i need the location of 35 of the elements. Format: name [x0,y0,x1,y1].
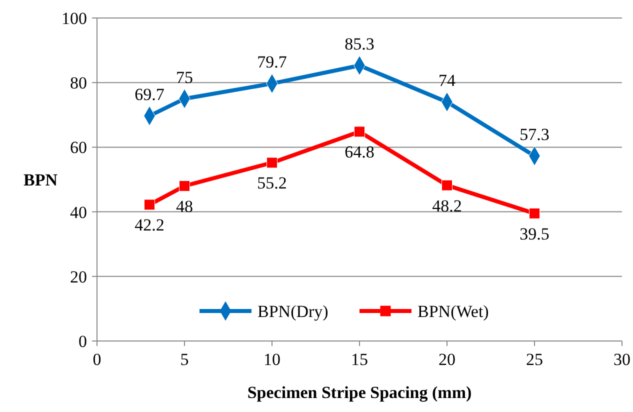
data-label: 42.2 [134,216,164,235]
data-label: 48.2 [432,196,462,216]
x-tick-label: 25 [526,350,543,369]
point [144,199,155,210]
data-label: 57.3 [520,124,550,144]
x-tick-label: 20 [438,350,456,369]
y-tick-label: 80 [70,74,87,93]
legend-label: BPN(Wet) [418,302,489,321]
y-tick-label: 0 [78,332,87,351]
x-tick-label: 0 [92,350,102,369]
y-tick-label: 20 [70,267,87,286]
point [442,180,452,191]
data-label: 85.3 [344,34,374,54]
point [266,157,278,168]
data-label: 74 [438,70,456,90]
data-label: 55.2 [257,174,287,193]
x-tick-label: 10 [264,350,280,369]
y-axis-title: BPN [24,170,58,190]
y-tick-label: 60 [70,138,87,158]
x-axis-title: Specimen Stripe Spacing (mm) [247,383,472,402]
legend-label: BPN(Dry) [258,302,328,321]
point [179,180,190,192]
y-tick-label: 40 [70,202,87,222]
x-tick-label: 5 [180,350,189,369]
y-tick-label: 100 [62,9,87,28]
data-label: 39.5 [520,224,550,244]
data-label: 75 [176,68,193,87]
point [529,208,540,219]
data-label: 64.8 [344,142,374,162]
data-label: 69.7 [134,84,165,104]
data-label: 48 [176,196,193,216]
x-tick-label: 15 [351,350,368,369]
data-label: 79.7 [257,52,288,72]
point [354,126,365,138]
x-tick-label: 30 [614,350,630,369]
